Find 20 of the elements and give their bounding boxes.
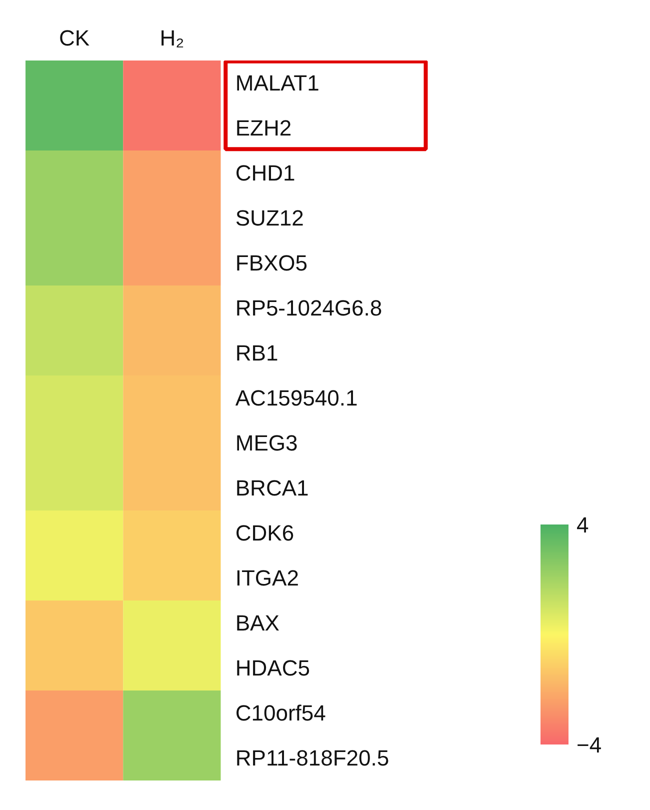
y-tick-label: BRCA1 [235,476,309,500]
y-tick-label: CDK6 [235,520,294,546]
x-tick-label: H₂ [160,26,184,50]
y-tick-label: HDAC5 [235,656,310,680]
y-tick-label: SUZ12 [235,206,304,230]
y-tick-label: C10orf54 [235,700,326,726]
y-tick-label: CHD1 [235,160,296,186]
color-bar-label: 4 [576,512,589,538]
color-bar-label: −4 [576,732,602,758]
y-tick-label: RP5-1024G6.8 [235,296,382,320]
y-tick-label: BAX [235,610,280,636]
y-tick-label: EZH2 [235,116,292,140]
y-tick-label: FBXO5 [235,250,308,276]
y-tick-label: RP11-818F20.5 [235,746,390,770]
y-tick-label: AC159540.1 [235,386,358,410]
y-tick-label: ITGA2 [235,566,299,590]
y-tick-label: MALAT1 [235,70,320,96]
y-tick-label: RB1 [235,340,278,366]
x-tick-label: CK [59,26,90,50]
y-tick-label: MEG3 [235,430,298,456]
